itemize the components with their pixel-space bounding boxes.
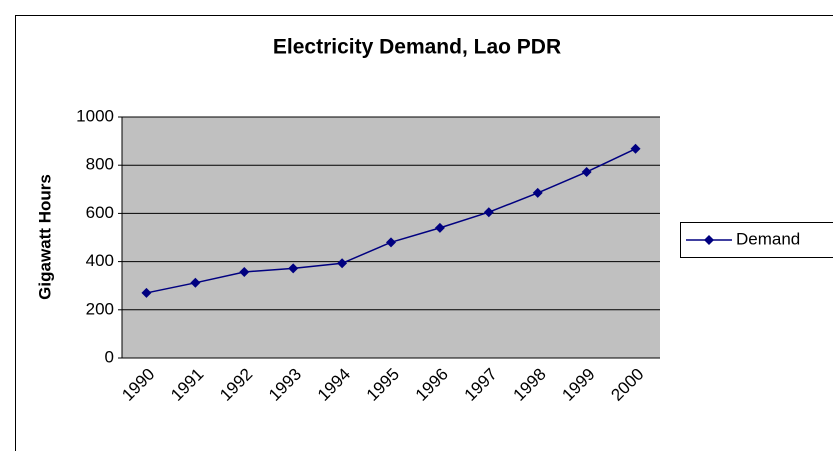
y-tick-label: 200 [86, 299, 114, 318]
chart-title: Electricity Demand, Lao PDR [273, 36, 561, 59]
legend-label: Demand [736, 229, 800, 248]
y-tick-label: 800 [86, 155, 114, 174]
y-tick-label: 400 [86, 251, 114, 270]
y-axis-label: Gigawatt Hours [35, 174, 54, 300]
y-tick-label: 600 [86, 203, 114, 222]
y-tick-label: 1000 [76, 106, 114, 125]
y-tick-label: 0 [105, 347, 114, 366]
